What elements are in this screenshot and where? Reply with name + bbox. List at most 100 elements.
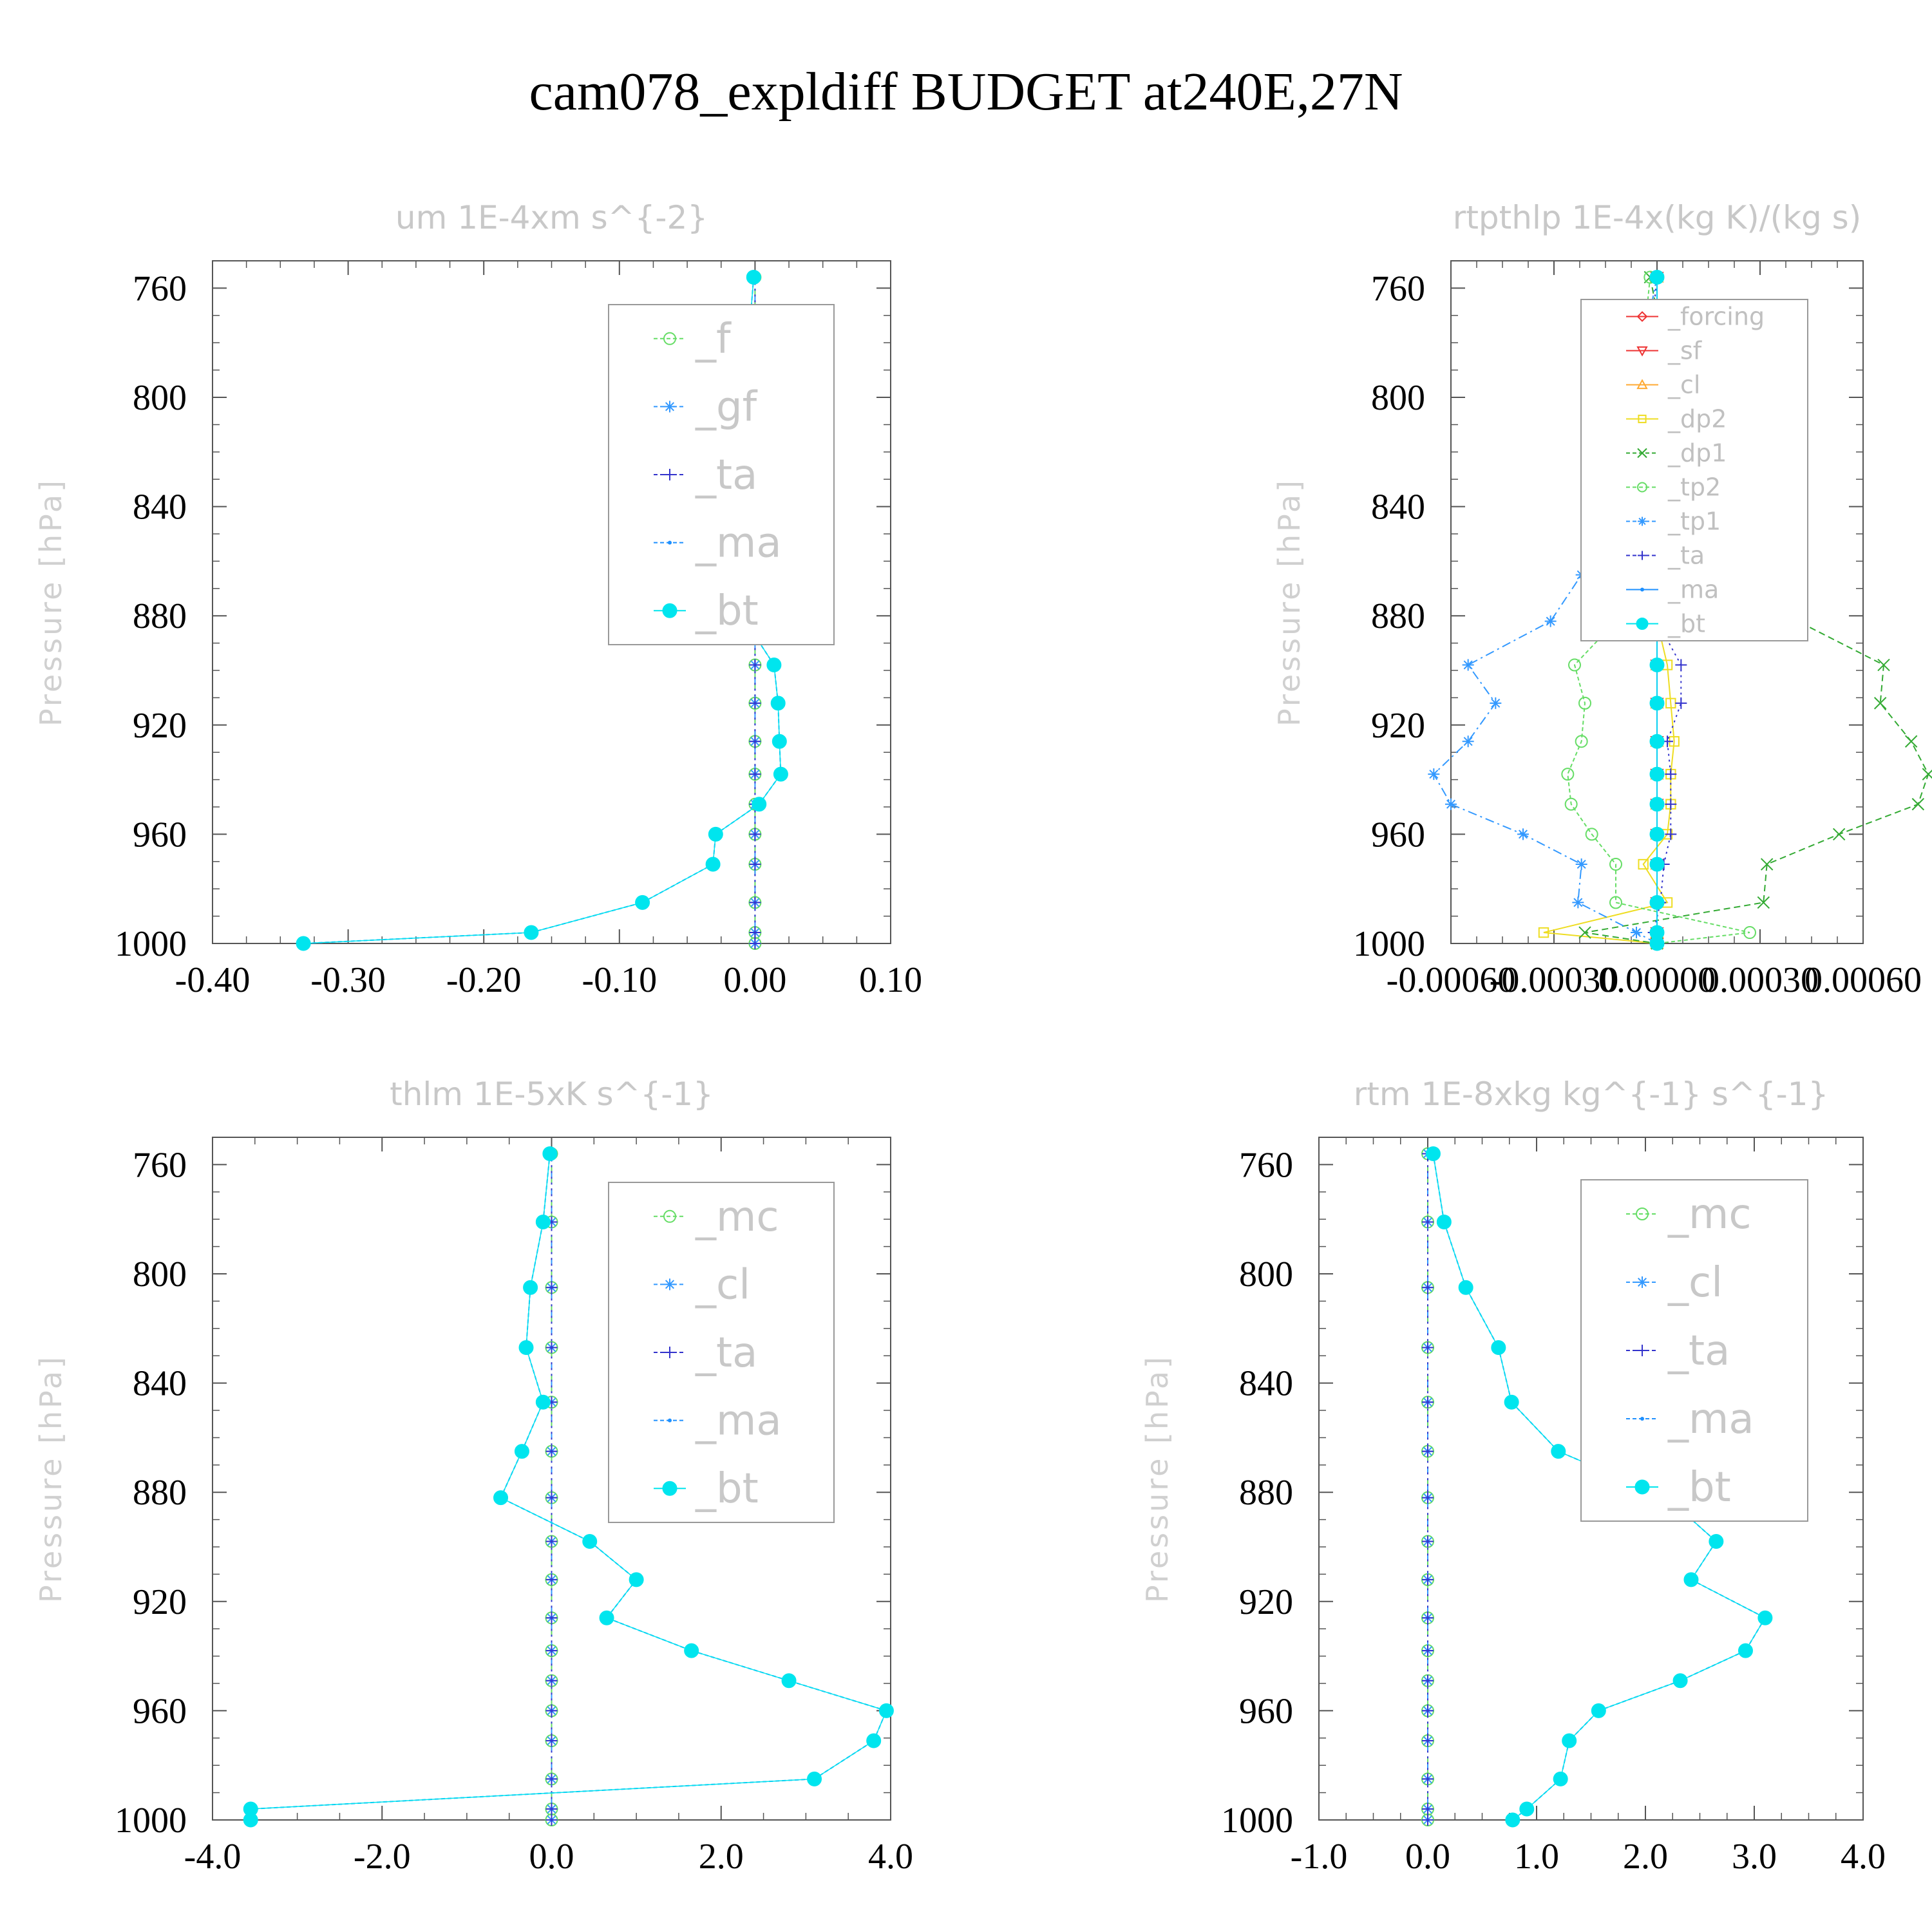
data-point (746, 269, 761, 285)
panel-title: rtm 1E-8xkg kg^{-1} s^{-1} (1354, 1075, 1829, 1113)
data-point (1672, 1673, 1688, 1689)
legend-entry: _cl (1667, 371, 1700, 399)
y-tick-label: 1000 (115, 924, 187, 964)
data-point (545, 1573, 558, 1586)
legend-box (608, 1182, 835, 1523)
data-point (545, 1282, 558, 1294)
panel-title: thlm 1E-5xK s^{-1} (390, 1075, 714, 1113)
data-point (1649, 826, 1665, 842)
data-point (1743, 926, 1756, 940)
y-tick-label: 840 (1371, 488, 1425, 527)
data-point (766, 658, 782, 673)
data-point (1649, 797, 1665, 812)
x-tick-label: 2.0 (1623, 1837, 1668, 1877)
y-axis-label: Pressure [hPa] (1272, 478, 1307, 726)
data-point (545, 1341, 558, 1354)
data-point (749, 938, 761, 949)
data-point (1422, 1735, 1434, 1747)
data-point (807, 1771, 822, 1786)
data-point (1904, 735, 1918, 748)
x-tick-label: 0.00000 (1598, 960, 1716, 1000)
legend-box (608, 304, 835, 645)
data-point (1422, 1674, 1434, 1687)
data-point (1683, 1572, 1699, 1587)
y-tick-label: 760 (1239, 1145, 1293, 1185)
legend-marker (1636, 1345, 1648, 1356)
data-point (1911, 798, 1925, 811)
legend-marker (1637, 482, 1647, 493)
y-tick-label: 840 (133, 488, 187, 527)
x-tick-label: -0.00060 (1387, 960, 1516, 1000)
legend-marker (1636, 1208, 1649, 1220)
legend-entry: _ma (1667, 1396, 1754, 1443)
legend-marker (664, 469, 676, 480)
y-tick-label: 760 (133, 269, 187, 308)
data-point (545, 1674, 558, 1687)
data-point (1462, 735, 1474, 748)
data-point (1757, 1610, 1773, 1625)
data-point (514, 1444, 529, 1459)
data-point (1873, 697, 1887, 710)
y-tick-label: 840 (1239, 1364, 1293, 1404)
data-point (1490, 697, 1502, 709)
y-tick-label: 960 (133, 1691, 187, 1731)
x-tick-label: -0.30 (310, 960, 386, 1000)
data-point (545, 1705, 558, 1717)
data-point (629, 1572, 644, 1587)
legend-entry: _sf (1667, 337, 1703, 365)
data-point (1551, 1444, 1566, 1459)
data-point (545, 1492, 558, 1504)
data-point (523, 1280, 538, 1295)
data-point (878, 1703, 894, 1718)
legend-entry: _forcing (1667, 303, 1765, 331)
legend-entry: _bt (1667, 610, 1705, 638)
legend-entry: _ma (695, 1397, 782, 1445)
data-point (1425, 1146, 1441, 1161)
y-axis-label: Pressure [hPa] (33, 478, 68, 726)
panel-2: rtpthlp 1E-4x(kg K)/(kg s) Pressure [hPa]… (1272, 199, 1932, 1000)
data-point (1922, 768, 1932, 781)
data-point (1649, 269, 1665, 285)
x-tick-label: 1.0 (1514, 1837, 1559, 1877)
y-tick-label: 760 (1371, 269, 1425, 308)
y-axis-label: Pressure [hPa] (33, 1354, 68, 1603)
x-tick-label: -0.00030 (1490, 960, 1619, 1000)
data-point (1422, 1573, 1434, 1586)
data-point (493, 1490, 509, 1506)
panel-title: um 1E-4xm s^{-2} (395, 199, 708, 236)
data-point (1572, 896, 1584, 909)
y-tick-label: 760 (133, 1145, 187, 1185)
x-tick-label: -0.40 (175, 960, 251, 1000)
data-point (772, 734, 787, 749)
x-tick-label: 4.0 (868, 1837, 913, 1877)
legend: _mc _cl _ta _ma _bt (1580, 1179, 1808, 1522)
data-point (1422, 1535, 1434, 1548)
data-point (1422, 1705, 1434, 1717)
data-point (296, 936, 311, 951)
data-point (1517, 828, 1529, 840)
legend-marker (664, 1347, 676, 1358)
x-tick-label: 0.00 (723, 960, 786, 1000)
legend-marker (1636, 346, 1648, 357)
y-tick-label: 1000 (1221, 1801, 1293, 1841)
data-point (1519, 1801, 1535, 1817)
x-tick-label: -0.10 (582, 960, 657, 1000)
data-point (770, 696, 786, 711)
data-point (1575, 735, 1588, 748)
legend-marker (662, 1481, 677, 1496)
y-tick-label: 1000 (1353, 924, 1425, 964)
data-point (545, 1645, 558, 1657)
data-point (524, 925, 539, 940)
y-tick-label: 880 (1239, 1473, 1293, 1513)
x-tick-label: 4.0 (1841, 1837, 1886, 1877)
y-tick-label: 920 (1371, 706, 1425, 746)
data-point (708, 826, 723, 842)
data-point (545, 1735, 558, 1747)
x-tick-label: 2.0 (699, 1837, 744, 1877)
data-point (1665, 828, 1677, 840)
data-point (1631, 927, 1642, 939)
data-point (535, 1394, 551, 1410)
x-tick-label: 0.00060 (1804, 960, 1922, 1000)
data-point (545, 1445, 558, 1457)
x-tick-label: -2.0 (354, 1837, 411, 1877)
